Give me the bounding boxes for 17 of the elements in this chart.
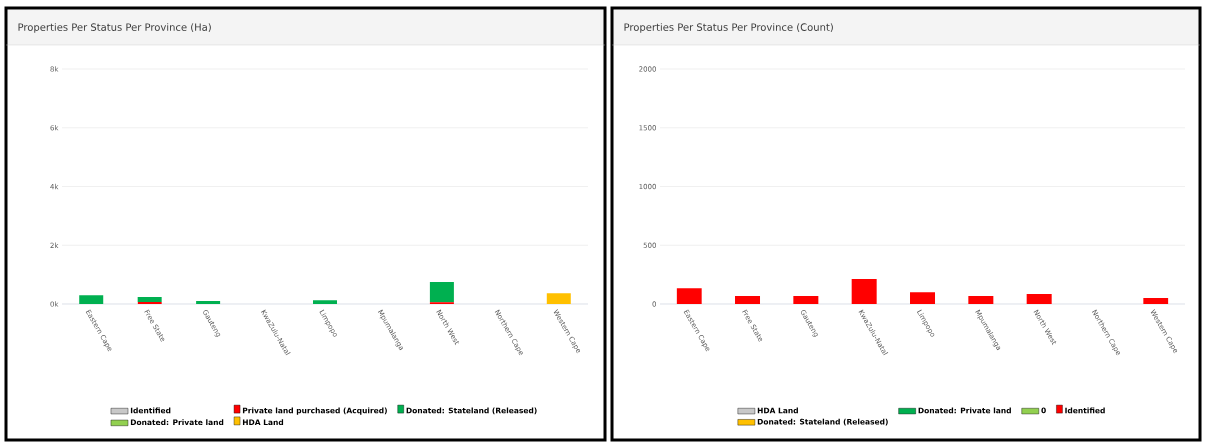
bar	[313, 300, 337, 304]
bar	[910, 292, 936, 304]
chart-title: Properties Per Status Per Province (Ha)	[18, 23, 211, 33]
bar	[735, 296, 761, 304]
chart-title: Properties Per Status Per Province (Count)	[624, 23, 833, 33]
bar	[137, 301, 162, 304]
bar	[546, 293, 571, 304]
bar	[1026, 294, 1052, 304]
bar	[429, 281, 454, 303]
bar	[196, 301, 221, 304]
bar	[1143, 298, 1169, 304]
bar	[968, 296, 994, 304]
bar	[79, 295, 104, 304]
bar	[851, 279, 877, 304]
bar	[793, 296, 819, 304]
bar	[676, 288, 702, 304]
bar	[137, 296, 162, 302]
